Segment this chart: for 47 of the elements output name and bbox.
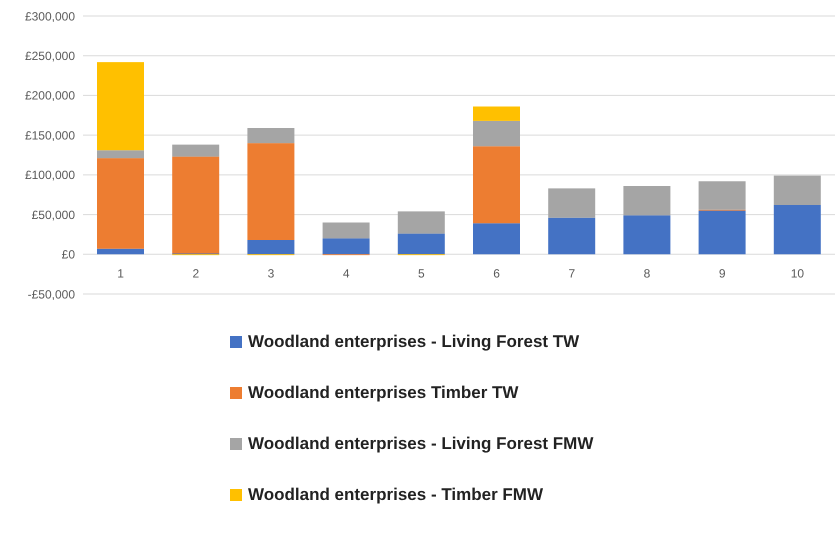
y-tick-label: £100,000	[24, 168, 76, 182]
bar	[473, 120, 520, 146]
bar	[548, 218, 596, 254]
bar	[97, 158, 144, 249]
bar	[247, 128, 294, 144]
bar	[172, 144, 220, 157]
bar	[473, 223, 520, 254]
bar	[623, 215, 670, 254]
x-tick-label: 2	[192, 266, 200, 281]
y-tick-label: £300,000	[24, 9, 76, 24]
x-tick-label: 1	[117, 266, 124, 281]
legend-label: Woodland enterprises Timber TW	[248, 382, 518, 402]
x-tick-label: 7	[568, 266, 576, 281]
bar	[774, 205, 821, 254]
y-tick-label: £150,000	[24, 128, 76, 142]
x-tick-label: 5	[418, 266, 426, 281]
bar	[548, 188, 596, 218]
bar	[172, 156, 220, 254]
bar	[322, 222, 370, 238]
y-tick-label: £250,000	[24, 48, 76, 63]
legend-label: Woodland enterprises - Living Forest TW	[248, 332, 580, 352]
bar	[398, 234, 445, 254]
y-tick-label: £50,000	[32, 208, 76, 222]
x-tick-label: 8	[644, 266, 651, 281]
bar	[698, 181, 746, 210]
legend-label: Woodland enterprises - Living Forest FMW	[248, 434, 594, 454]
bar	[698, 210, 746, 254]
bar	[97, 150, 144, 158]
bar	[623, 186, 670, 216]
x-tick-label: 10	[790, 266, 804, 281]
bar	[322, 238, 370, 254]
y-tick-label: £0	[62, 248, 76, 262]
x-tick-label: 6	[493, 266, 500, 281]
y-tick-label: £200,000	[24, 88, 76, 103]
bar	[473, 106, 520, 121]
x-tick-label: 9	[718, 266, 726, 281]
bar	[97, 248, 144, 254]
x-tick-label: 4	[342, 266, 350, 281]
bar	[398, 211, 445, 234]
bar	[247, 143, 294, 240]
bar	[774, 176, 821, 206]
bar	[473, 146, 520, 224]
y-tick-label: -£50,000	[28, 287, 76, 302]
legend-label: Woodland enterprises - Timber FMW	[248, 484, 544, 504]
x-tick-label: 3	[268, 266, 275, 281]
bar	[247, 240, 294, 254]
bar	[97, 62, 144, 150]
